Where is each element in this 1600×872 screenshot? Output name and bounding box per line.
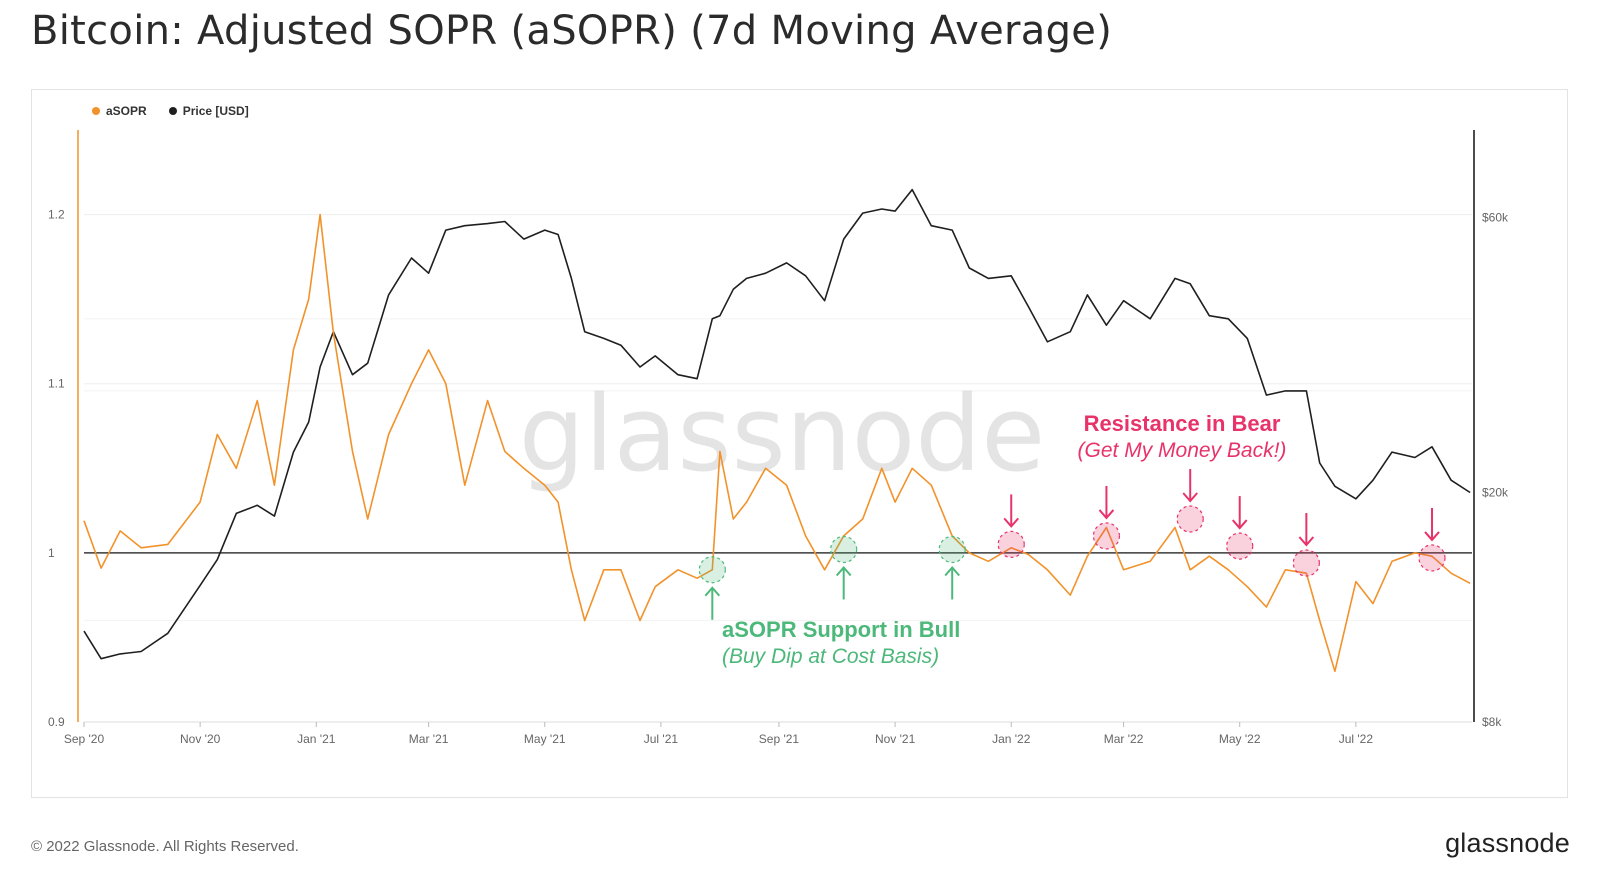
x-tick-label: Jul '21 [644,732,679,746]
legend-item-price[interactable]: Price [USD] [168,104,249,118]
watermark-text: glassnode [519,373,1046,495]
legend-item-asopr[interactable]: aSOPR [92,104,147,118]
glassnode-logo[interactable]: glassnode [1445,828,1570,858]
chart-plot: 0.9 1 1.1 1.2 $8k $20k $60k Sep '20 Nov '20 Jan '… [48,130,1509,746]
price-series-line [83,188,1471,660]
resistance-annotation-title: Resistance in Bear [1084,411,1281,436]
resistance-annotation-subtitle: (Get My Money Back!) [1078,439,1287,462]
resistance-arrow-head [1003,517,1019,528]
x-tick-label: May '22 [1219,732,1261,746]
support-annotation-subtitle: (Buy Dip at Cost Basis) [722,645,939,668]
support-arrow-head [944,565,960,577]
resistance-marker-circle [1418,544,1446,572]
support-marker-circle [830,535,858,564]
support-marker-circle [938,535,966,564]
legend-label-asopr: aSOPR [106,104,147,118]
x-tick-label: Jan '21 [297,732,336,746]
x-tick-label: Sep '21 [759,732,800,746]
resistance-marker-circle [997,530,1025,558]
x-tick-label: Mar '21 [409,732,449,746]
copyright-text: © 2022 Glassnode. All Rights Reserved. [31,838,299,855]
support-arrow-head [835,565,852,577]
support-annotation-title: aSOPR Support in Bull [722,617,960,642]
legend-label-price: Price [USD] [182,104,249,118]
resistance-marker-circle [1092,522,1121,550]
resistance-marker-circle [1292,549,1320,577]
resistance-arrow-head [1098,509,1115,520]
resistance-arrow-head [1231,519,1248,530]
x-tick-label: Nov '21 [875,732,916,746]
legend-dot-asopr [92,107,100,115]
y-left-tick-label: 1.1 [48,377,65,391]
resistance-arrow-head [1424,531,1440,542]
resistance-marker-circle [1176,505,1204,533]
y-right-tick-label: $60k [1482,210,1509,224]
y-right-tick-label: $8k [1482,715,1502,729]
y-right-tick-label: $20k [1482,485,1509,499]
asopr-series-line [83,213,1471,673]
chart-card: aSOPR Price [USD] 0.9 1 1.1 1.2 $8k $20k $60k S… [31,89,1568,798]
page-title: Bitcoin: Adjusted SOPR (aSOPR) (7d Movin… [31,8,1113,54]
resistance-arrow-head [1182,492,1198,503]
y-left-tick-label: 0.9 [48,715,65,729]
x-tick-label: Jul '22 [1339,732,1374,746]
x-tick-label: Sep '20 [64,732,105,746]
chart-legend: aSOPR Price [USD] [92,104,249,118]
support-arrow-head [704,586,721,597]
x-tick-label: May '21 [524,732,566,746]
y-left-tick-label: 1.2 [48,208,65,222]
x-tick-label: Nov '20 [180,732,221,746]
legend-dot-price [168,107,177,115]
support-marker-circle [698,556,726,584]
resistance-marker-circle [1226,532,1254,560]
x-tick-label: Jan '22 [992,732,1031,746]
y-left-tick-label: 1 [48,546,55,560]
x-tick-label: Mar '22 [1104,732,1144,746]
resistance-arrow-head [1298,536,1315,547]
